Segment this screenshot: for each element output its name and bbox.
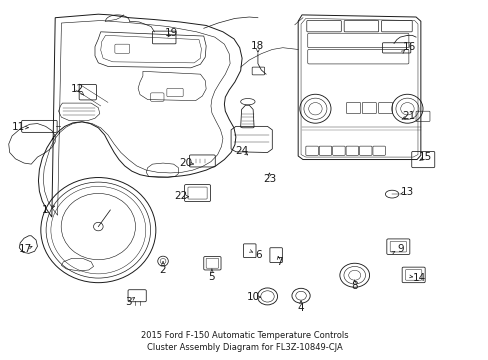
- Text: 18: 18: [251, 41, 264, 51]
- Text: 22: 22: [174, 191, 187, 201]
- Text: 5: 5: [208, 272, 215, 282]
- Text: 10: 10: [246, 292, 259, 302]
- Text: 13: 13: [400, 187, 413, 197]
- Text: 7: 7: [275, 257, 282, 267]
- Text: 20: 20: [179, 158, 192, 168]
- Text: 2: 2: [160, 265, 166, 275]
- Text: 24: 24: [235, 146, 248, 156]
- Text: 8: 8: [351, 281, 357, 291]
- Text: 15: 15: [418, 152, 431, 162]
- Text: 6: 6: [255, 250, 262, 260]
- Text: 23: 23: [262, 174, 276, 184]
- Text: 9: 9: [397, 244, 403, 254]
- Text: 19: 19: [164, 27, 178, 37]
- Text: 16: 16: [403, 42, 416, 51]
- Text: 11: 11: [12, 122, 25, 132]
- Text: 4: 4: [297, 303, 304, 313]
- Text: 3: 3: [125, 297, 132, 307]
- Text: 21: 21: [401, 112, 414, 121]
- Text: 14: 14: [412, 273, 425, 283]
- Text: 1: 1: [42, 205, 49, 215]
- Text: 12: 12: [71, 84, 84, 94]
- Text: 17: 17: [19, 244, 32, 254]
- Text: 2015 Ford F-150 Automatic Temperature Controls
Cluster Assembly Diagram for FL3Z: 2015 Ford F-150 Automatic Temperature Co…: [141, 331, 347, 352]
